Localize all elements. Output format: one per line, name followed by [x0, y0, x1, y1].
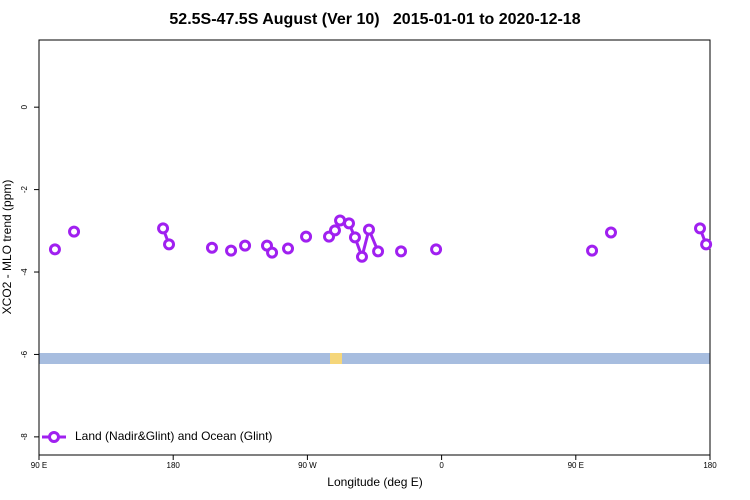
point: [586, 244, 599, 257]
x-tick-label: 90 E: [31, 461, 47, 470]
land-strip: [330, 353, 342, 364]
point: [700, 238, 713, 251]
y-tick-label: -8: [20, 433, 29, 441]
y-tick-label: -6: [20, 350, 29, 358]
x-axis-label: Longitude (deg E): [327, 475, 422, 489]
point: [300, 230, 313, 243]
point: [239, 239, 252, 252]
point: [266, 246, 279, 259]
point: [225, 244, 238, 257]
point: [694, 222, 707, 235]
point: [157, 222, 170, 235]
legend-marker: [48, 431, 60, 443]
x-tick-label: 180: [167, 461, 181, 470]
point: [348, 231, 361, 244]
point: [355, 250, 368, 263]
point: [430, 243, 443, 256]
point: [362, 223, 375, 236]
point: [343, 217, 356, 230]
point: [372, 245, 385, 258]
point: [282, 242, 295, 255]
point: [163, 238, 176, 251]
point: [328, 224, 341, 237]
x-tick-label: 90 W: [298, 461, 317, 470]
chart-title: 52.5S-47.5S August (Ver 10) 2015-01-01 t…: [169, 11, 580, 28]
y-tick-label: 0: [20, 104, 29, 109]
point: [205, 241, 218, 254]
x-tick-label: 90 E: [568, 461, 584, 470]
point: [604, 226, 617, 239]
y-tick-label: -4: [20, 268, 29, 276]
point: [68, 225, 81, 238]
y-tick-label: -2: [20, 185, 29, 193]
point: [395, 245, 408, 258]
y-axis-label: XCO2 - MLO trend (ppm): [0, 180, 14, 315]
surface-strip: [39, 353, 710, 364]
point: [48, 243, 61, 256]
legend-label: Land (Nadir&Glint) and Ocean (Glint): [75, 429, 272, 443]
x-tick-label: 180: [703, 461, 717, 470]
x-tick-label: 0: [439, 461, 444, 470]
